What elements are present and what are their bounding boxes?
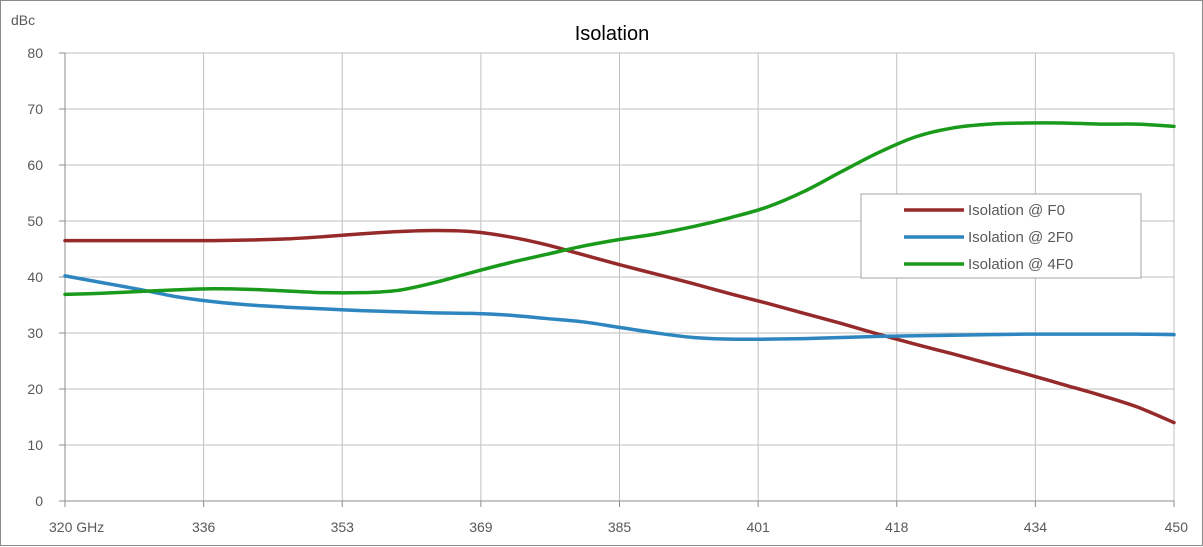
y-tick-label: 60 xyxy=(27,157,43,173)
x-tick-label: 450 xyxy=(1165,519,1189,535)
x-tick-label: 401 xyxy=(746,519,770,535)
series-lines xyxy=(63,121,1176,425)
legend: Isolation @ F0 Isolation @ 2F0 Isolation @… xyxy=(860,193,1142,279)
y-tick-label: 80 xyxy=(27,45,43,61)
x-tick-label: 336 xyxy=(192,519,216,535)
y-tick-label: 30 xyxy=(27,325,43,341)
y-tick-label: 0 xyxy=(35,493,43,509)
y-tick-label: 50 xyxy=(27,213,43,229)
x-tick-label: 353 xyxy=(331,519,355,535)
y-tick-label: 70 xyxy=(27,101,43,117)
legend-label-isolation-f0: Isolation @ F0 xyxy=(968,202,1065,219)
legend-label-isolation-4f0: Isolation @ 4F0 xyxy=(968,256,1073,273)
x-tick-label: 385 xyxy=(608,519,632,535)
x-tick-label: 434 xyxy=(1024,519,1048,535)
legend-label-isolation-2f0: Isolation @ 2F0 xyxy=(968,229,1073,246)
y-tick-label: 40 xyxy=(27,269,43,285)
y-axis-unit-label: dBc xyxy=(11,12,35,28)
series-line-isolation-2f0 xyxy=(63,274,1176,342)
x-tick-label: 320 GHz xyxy=(49,519,104,535)
chart-title: Isolation xyxy=(575,23,650,45)
y-axis-ticks: 0 10 20 30 40 50 60 70 80 xyxy=(27,45,43,509)
y-tick-label: 20 xyxy=(27,381,43,397)
grid xyxy=(59,52,1175,507)
series-line-isolation-4f0 xyxy=(63,121,1176,297)
series-line-isolation-f0 xyxy=(63,228,1176,425)
x-axis-ticks: 320 GHz 336 353 369 385 401 418 434 450 xyxy=(49,519,1188,535)
y-tick-label: 10 xyxy=(27,437,43,453)
x-tick-label: 418 xyxy=(885,519,909,535)
x-tick-label: 369 xyxy=(469,519,493,535)
